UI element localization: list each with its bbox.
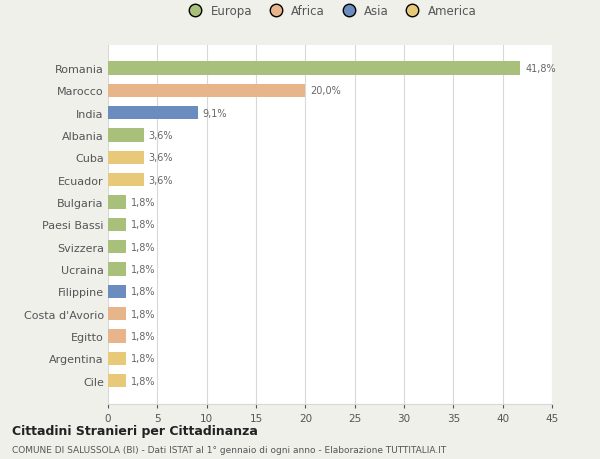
Bar bbox=[108, 374, 126, 388]
Bar bbox=[108, 62, 520, 76]
Bar bbox=[108, 196, 126, 209]
Text: 1,8%: 1,8% bbox=[131, 220, 155, 230]
Bar bbox=[108, 352, 126, 365]
Text: 3,6%: 3,6% bbox=[148, 175, 173, 185]
Text: 1,8%: 1,8% bbox=[131, 309, 155, 319]
Text: 3,6%: 3,6% bbox=[148, 153, 173, 163]
Text: 1,8%: 1,8% bbox=[131, 287, 155, 297]
Bar bbox=[108, 107, 198, 120]
Bar bbox=[108, 174, 143, 187]
Text: 1,8%: 1,8% bbox=[131, 331, 155, 341]
Text: 1,8%: 1,8% bbox=[131, 376, 155, 386]
Text: 9,1%: 9,1% bbox=[203, 108, 227, 118]
Text: COMUNE DI SALUSSOLA (BI) - Dati ISTAT al 1° gennaio di ogni anno - Elaborazione : COMUNE DI SALUSSOLA (BI) - Dati ISTAT al… bbox=[12, 445, 446, 454]
Legend: Europa, Africa, Asia, America: Europa, Africa, Asia, America bbox=[184, 5, 476, 18]
Text: 1,8%: 1,8% bbox=[131, 242, 155, 252]
Bar bbox=[108, 285, 126, 298]
Bar bbox=[108, 84, 305, 98]
Bar bbox=[108, 308, 126, 321]
Bar bbox=[108, 241, 126, 254]
Bar bbox=[108, 330, 126, 343]
Text: 1,8%: 1,8% bbox=[131, 354, 155, 364]
Bar bbox=[108, 151, 143, 165]
Bar bbox=[108, 263, 126, 276]
Text: 3,6%: 3,6% bbox=[148, 131, 173, 141]
Text: 41,8%: 41,8% bbox=[526, 64, 556, 74]
Text: Cittadini Stranieri per Cittadinanza: Cittadini Stranieri per Cittadinanza bbox=[12, 425, 258, 437]
Bar bbox=[108, 218, 126, 232]
Text: 1,8%: 1,8% bbox=[131, 198, 155, 207]
Text: 1,8%: 1,8% bbox=[131, 264, 155, 274]
Bar bbox=[108, 129, 143, 142]
Text: 20,0%: 20,0% bbox=[310, 86, 341, 96]
